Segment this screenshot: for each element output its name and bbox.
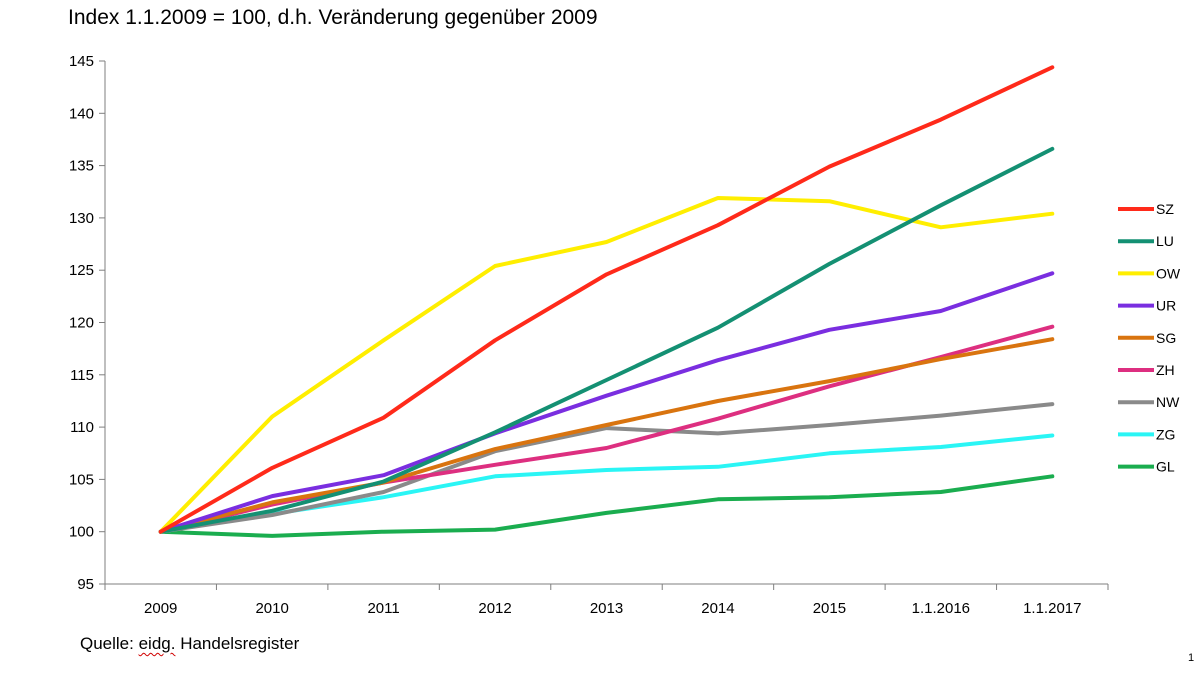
y-tick-label: 115 xyxy=(70,367,94,384)
series-line-ur xyxy=(158,271,1055,534)
source-prefix: Quelle: xyxy=(80,634,139,653)
chart-title: Index 1.1.2009 = 100, d.h. Veränderung g… xyxy=(68,6,598,29)
y-tick-label: 125 xyxy=(69,262,94,279)
page-number: 1 xyxy=(1188,652,1195,664)
x-tick-label: 2010 xyxy=(255,600,288,617)
legend-label-ur: UR xyxy=(1156,298,1176,314)
series-line-sg xyxy=(158,337,1055,534)
y-tick-label: 105 xyxy=(69,471,94,488)
series-line-sz xyxy=(158,65,1055,534)
legend-label-ow: OW xyxy=(1156,265,1181,281)
y-tick-label: 120 xyxy=(69,315,94,332)
chart-series-group xyxy=(158,65,1055,538)
series-line-gl xyxy=(158,474,1055,538)
legend-label-lu: LU xyxy=(1156,233,1174,249)
legend-label-nw: NW xyxy=(1156,394,1180,410)
source-note: Quelle: eidg. Handelsregister xyxy=(80,634,299,654)
legend-label-zh: ZH xyxy=(1156,362,1175,378)
source-suffix: Handelsregister xyxy=(175,634,300,653)
x-tick-label: 1.1.2017 xyxy=(1023,600,1081,617)
y-tick-label: 130 xyxy=(69,210,94,227)
y-tick-label: 110 xyxy=(70,419,94,436)
x-tick-label: 1.1.2016 xyxy=(912,600,970,617)
legend-label-sg: SG xyxy=(1156,330,1176,346)
y-tick-label: 95 xyxy=(77,576,94,593)
x-tick-label: 2009 xyxy=(144,600,177,617)
series-line-lu xyxy=(158,146,1055,534)
legend-label-zg: ZG xyxy=(1156,426,1175,442)
y-tick-label: 145 xyxy=(69,53,94,70)
y-tick-label: 135 xyxy=(69,158,94,175)
chart-legend: SZ LU OW UR SG ZH NW ZG GL xyxy=(1118,201,1181,475)
x-tick-label: 2013 xyxy=(590,600,623,617)
x-tick-label: 2012 xyxy=(478,600,511,617)
source-underlined-word: eidg. xyxy=(138,634,176,653)
x-tick-label: 2015 xyxy=(813,600,846,617)
legend-label-gl: GL xyxy=(1156,459,1175,475)
x-tick-label: 2014 xyxy=(701,600,734,617)
y-tick-label: 100 xyxy=(69,524,94,541)
series-line-nw xyxy=(158,402,1055,534)
legend-label-sz: SZ xyxy=(1156,201,1174,217)
y-tick-label: 140 xyxy=(69,105,94,122)
x-tick-label: 2011 xyxy=(367,600,399,617)
chart-axes: 95 100 105 110 115 120 125 130 135 140 145 2009 2010… xyxy=(69,53,1109,617)
series-line-ow xyxy=(158,196,1055,534)
